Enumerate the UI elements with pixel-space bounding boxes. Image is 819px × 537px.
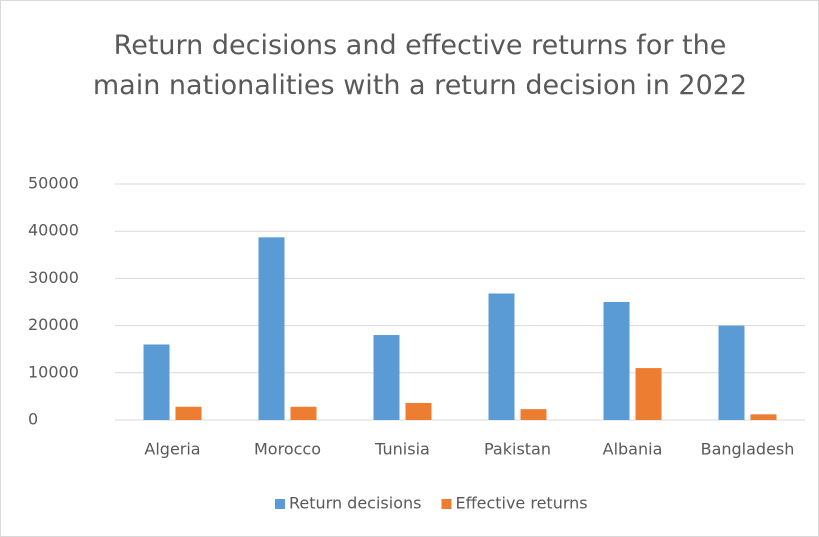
x-tick-label: Tunisia xyxy=(374,440,430,459)
bar xyxy=(175,406,202,420)
bar xyxy=(488,293,515,420)
x-tick-label: Albania xyxy=(603,440,663,459)
y-tick-label: 40000 xyxy=(28,221,79,240)
bar xyxy=(603,302,630,420)
y-tick-label: 50000 xyxy=(28,174,79,193)
y-tick-label: 0 xyxy=(28,410,38,429)
bar xyxy=(718,325,745,420)
legend-swatch xyxy=(441,499,452,509)
x-tick-label: Bangladesh xyxy=(701,440,795,459)
x-tick-label: Algeria xyxy=(144,440,200,459)
bar xyxy=(143,344,170,420)
y-tick-label: 30000 xyxy=(28,268,79,287)
legend-label: Return decisions xyxy=(289,494,421,513)
bar xyxy=(750,414,777,420)
bar xyxy=(258,237,285,420)
bar xyxy=(373,335,400,420)
y-tick-label: 10000 xyxy=(28,362,79,381)
y-tick-label: 20000 xyxy=(28,315,79,334)
bar xyxy=(635,368,662,420)
bar xyxy=(405,403,432,420)
bar xyxy=(290,406,317,420)
bar xyxy=(520,409,547,420)
chart-title: Return decisions and effective returns f… xyxy=(92,30,748,101)
x-tick-label: Morocco xyxy=(254,440,321,459)
x-tick-label: Pakistan xyxy=(484,440,551,459)
legend-swatch xyxy=(275,499,285,509)
legend-label: Effective returns xyxy=(455,494,587,513)
